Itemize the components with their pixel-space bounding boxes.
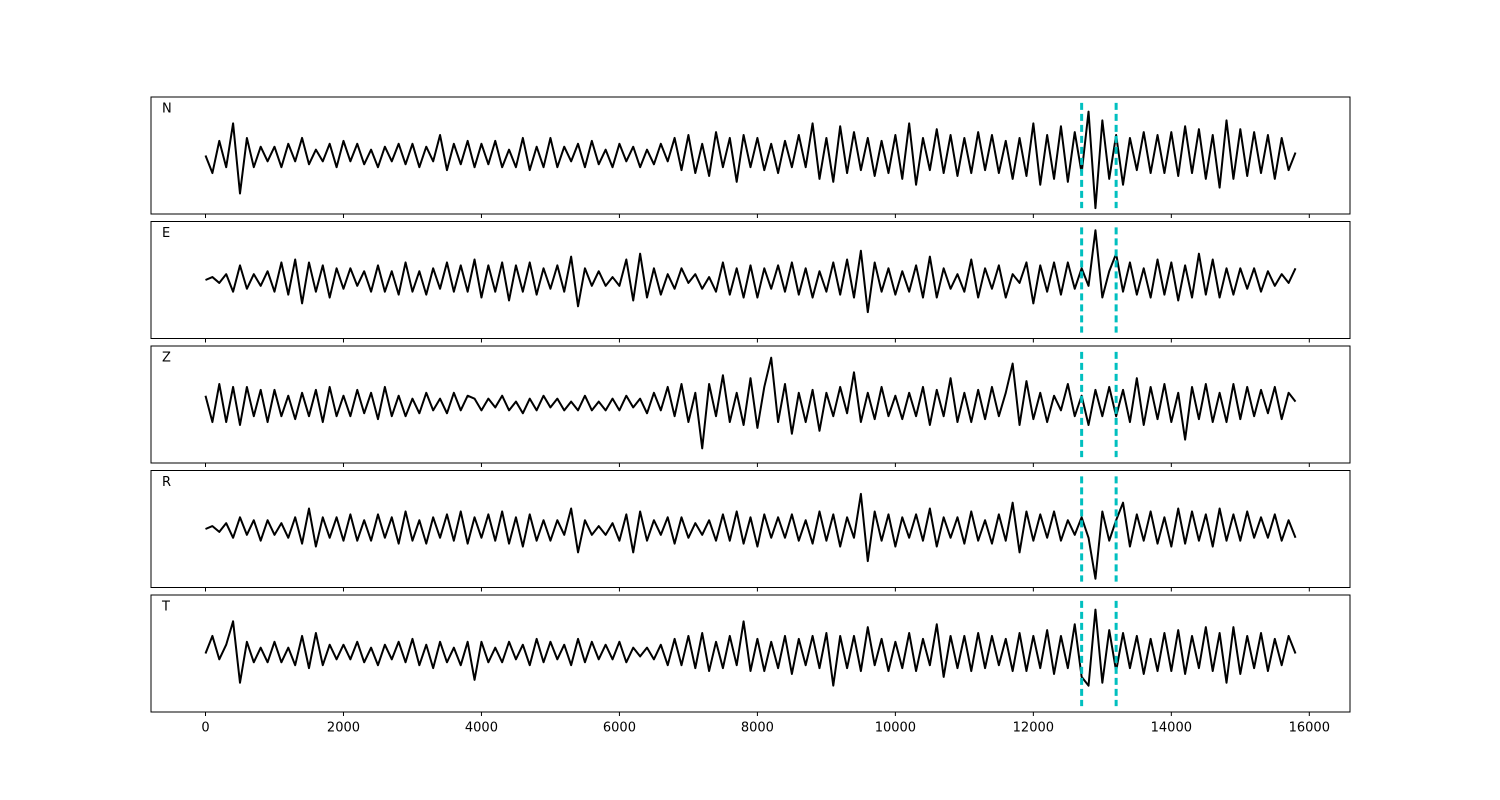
- x-tick-label: 0: [201, 721, 209, 736]
- x-tick-label: 14000: [1151, 721, 1192, 736]
- trace: [205, 229, 1297, 314]
- x-tick-label: 4000: [465, 721, 498, 736]
- x-tick-label: 10000: [875, 721, 916, 736]
- axes-frame: [150, 594, 1351, 713]
- panel-label: Z: [162, 351, 171, 366]
- x-tick-label: 12000: [1013, 721, 1054, 736]
- trace: [204, 356, 1297, 450]
- panel-label: N: [162, 102, 172, 117]
- panel-label: R: [162, 475, 171, 490]
- trace: [205, 492, 1297, 580]
- x-tick-label: 2000: [327, 721, 360, 736]
- x-tick-label: 16000: [1289, 721, 1330, 736]
- trace: [204, 110, 1297, 210]
- x-tick-label: 6000: [603, 721, 636, 736]
- axes-frame: [150, 345, 1351, 464]
- panel-label: T: [161, 600, 170, 615]
- axes-frame: [150, 470, 1351, 588]
- axes-frame: [150, 221, 1351, 339]
- trace: [204, 608, 1297, 687]
- x-tick-label: 8000: [741, 721, 774, 736]
- axes-frame: [150, 96, 1351, 215]
- panel-label: E: [162, 226, 170, 241]
